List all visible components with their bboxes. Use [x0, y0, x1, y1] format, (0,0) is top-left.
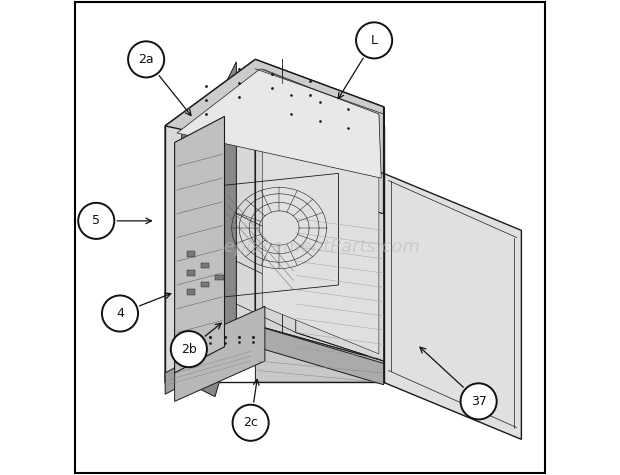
Bar — [187, 270, 195, 275]
Polygon shape — [255, 59, 384, 361]
Polygon shape — [165, 59, 384, 173]
Circle shape — [102, 295, 138, 332]
Text: 2b: 2b — [181, 342, 197, 356]
Circle shape — [232, 405, 268, 441]
Circle shape — [78, 203, 114, 239]
Bar — [201, 282, 210, 287]
Circle shape — [128, 41, 164, 77]
Text: 2c: 2c — [243, 416, 258, 429]
Bar — [201, 263, 210, 268]
Text: 4: 4 — [116, 307, 124, 320]
Text: 5: 5 — [92, 214, 100, 228]
Polygon shape — [182, 62, 236, 397]
Bar — [187, 251, 195, 256]
Polygon shape — [255, 325, 384, 385]
Circle shape — [356, 22, 392, 58]
Polygon shape — [262, 69, 379, 354]
Polygon shape — [296, 190, 384, 361]
Polygon shape — [165, 59, 255, 382]
Circle shape — [171, 331, 207, 367]
Circle shape — [461, 383, 497, 419]
Bar — [187, 289, 195, 294]
Text: 2a: 2a — [138, 53, 154, 66]
Polygon shape — [255, 325, 384, 382]
Text: 37: 37 — [471, 395, 487, 408]
Polygon shape — [175, 306, 265, 401]
Bar — [215, 275, 224, 280]
Text: L: L — [371, 34, 378, 47]
Polygon shape — [175, 116, 224, 373]
Polygon shape — [177, 69, 381, 178]
Polygon shape — [384, 173, 521, 439]
Polygon shape — [165, 325, 255, 394]
Text: eReplacementParts.com: eReplacementParts.com — [200, 238, 420, 256]
